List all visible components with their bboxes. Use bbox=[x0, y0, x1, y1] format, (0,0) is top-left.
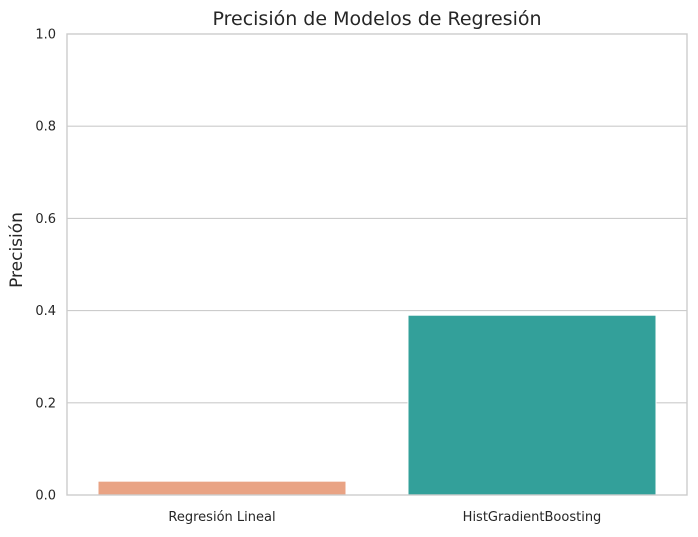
y-axis-label: Precisión bbox=[7, 212, 27, 288]
y-tick-label: 0.6 bbox=[35, 212, 56, 227]
y-tick-label: 0.2 bbox=[35, 396, 56, 411]
bar-1 bbox=[97, 480, 347, 496]
x-tick-label: Regresión Lineal bbox=[168, 510, 275, 525]
axes: 0.0 0.2 0.4 0.6 0.8 1.0 Regresión Lineal HistGr… bbox=[35, 28, 688, 525]
y-tick-label: 0.0 bbox=[35, 489, 56, 504]
bar-2 bbox=[407, 314, 657, 496]
y-tick-label: 0.4 bbox=[35, 304, 56, 319]
x-tick-label: HistGradientBoosting bbox=[463, 510, 602, 525]
y-tick-label: 1.0 bbox=[35, 28, 56, 43]
y-tick-label: 0.8 bbox=[35, 120, 56, 135]
plot-frame bbox=[66, 33, 688, 496]
bars bbox=[97, 314, 657, 496]
chart-title: Precisión de Modelos de Regresión bbox=[212, 8, 541, 30]
